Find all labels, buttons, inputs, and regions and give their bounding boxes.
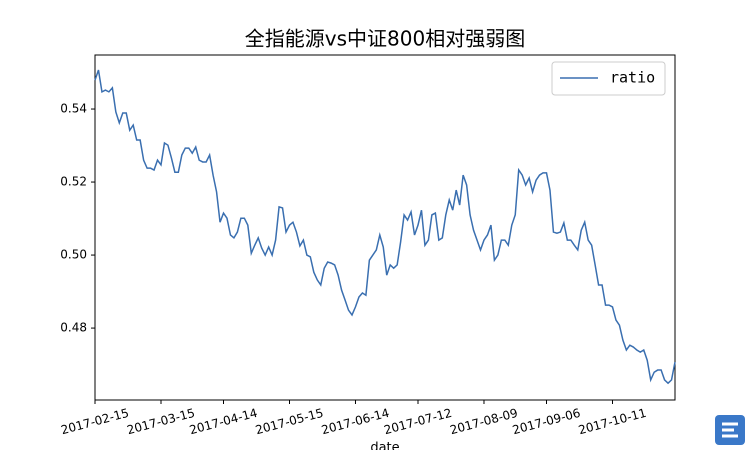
brand-icon <box>715 415 745 445</box>
line-series <box>94 69 676 385</box>
y-tick-label: 0.54 <box>60 102 87 116</box>
y-tick-label: 0.50 <box>60 248 87 262</box>
chart-title: 全指能源vs中证800相对强弱图 <box>245 27 525 51</box>
x-tick-label: 2017-04-14 <box>188 406 259 438</box>
x-tick-label: 2017-10-11 <box>577 406 648 438</box>
x-tick-label: 2017-05-15 <box>254 406 325 438</box>
y-tick-label: 0.52 <box>60 175 87 189</box>
x-tick-label: 2017-09-06 <box>511 406 582 438</box>
x-tick-label: 2017-03-15 <box>125 406 196 438</box>
x-tick-label: 2017-07-12 <box>382 406 453 438</box>
legend-box <box>551 61 666 96</box>
x-axis-label: date <box>370 441 399 450</box>
x-tick-label: 2017-02-15 <box>59 406 130 438</box>
y-tick-label: 0.48 <box>60 321 87 335</box>
plot-frame <box>94 54 676 401</box>
legend-label: ratio <box>610 69 655 87</box>
x-tick-label: 2017-08-09 <box>448 406 519 438</box>
x-tick-label: 2017-06-14 <box>320 406 391 438</box>
